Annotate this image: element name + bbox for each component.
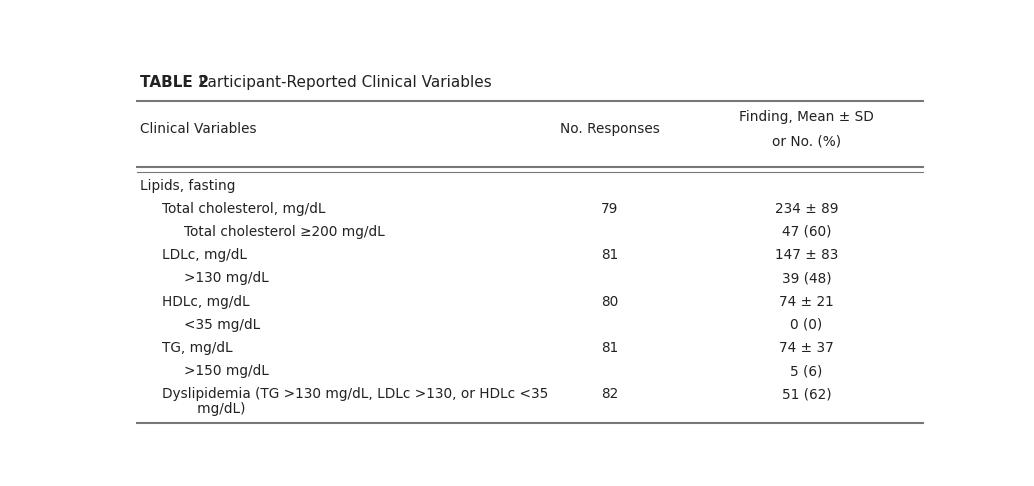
Text: Lipids, fasting: Lipids, fasting [140,178,235,192]
Text: Participant-Reported Clinical Variables: Participant-Reported Clinical Variables [194,75,492,90]
Text: Total cholesterol ≥200 mg/dL: Total cholesterol ≥200 mg/dL [184,225,385,239]
Text: 79: 79 [602,202,618,216]
Text: 0 (0): 0 (0) [790,318,822,332]
Text: Clinical Variables: Clinical Variables [140,122,256,137]
Text: <35 mg/dL: <35 mg/dL [184,318,260,332]
Text: TG, mg/dL: TG, mg/dL [162,341,233,355]
Text: HDLc, mg/dL: HDLc, mg/dL [162,295,250,309]
Text: Dyslipidemia (TG >130 mg/dL, LDLc >130, or HDLc <35: Dyslipidemia (TG >130 mg/dL, LDLc >130, … [162,387,548,401]
Text: TABLE 2: TABLE 2 [140,75,209,90]
Text: 39 (48): 39 (48) [782,271,831,285]
Text: LDLc, mg/dL: LDLc, mg/dL [162,248,247,262]
Text: Total cholesterol, mg/dL: Total cholesterol, mg/dL [162,202,326,216]
Text: 234 ± 89: 234 ± 89 [774,202,839,216]
Text: 74 ± 37: 74 ± 37 [779,341,833,355]
Text: 147 ± 83: 147 ± 83 [774,248,839,262]
Text: 80: 80 [602,295,618,309]
Text: 81: 81 [602,248,618,262]
Text: Finding, Mean ± SD: Finding, Mean ± SD [739,110,874,124]
Text: 82: 82 [602,387,618,401]
Text: 51 (62): 51 (62) [782,387,831,401]
Text: No. Responses: No. Responses [560,122,660,137]
Text: >130 mg/dL: >130 mg/dL [184,271,269,285]
Text: mg/dL): mg/dL) [184,401,245,416]
Text: >150 mg/dL: >150 mg/dL [184,364,269,378]
Text: 81: 81 [602,341,618,355]
Text: 74 ± 21: 74 ± 21 [779,295,833,309]
Text: 47 (60): 47 (60) [782,225,831,239]
Text: 5 (6): 5 (6) [790,364,823,378]
Text: or No. (%): or No. (%) [771,135,841,149]
